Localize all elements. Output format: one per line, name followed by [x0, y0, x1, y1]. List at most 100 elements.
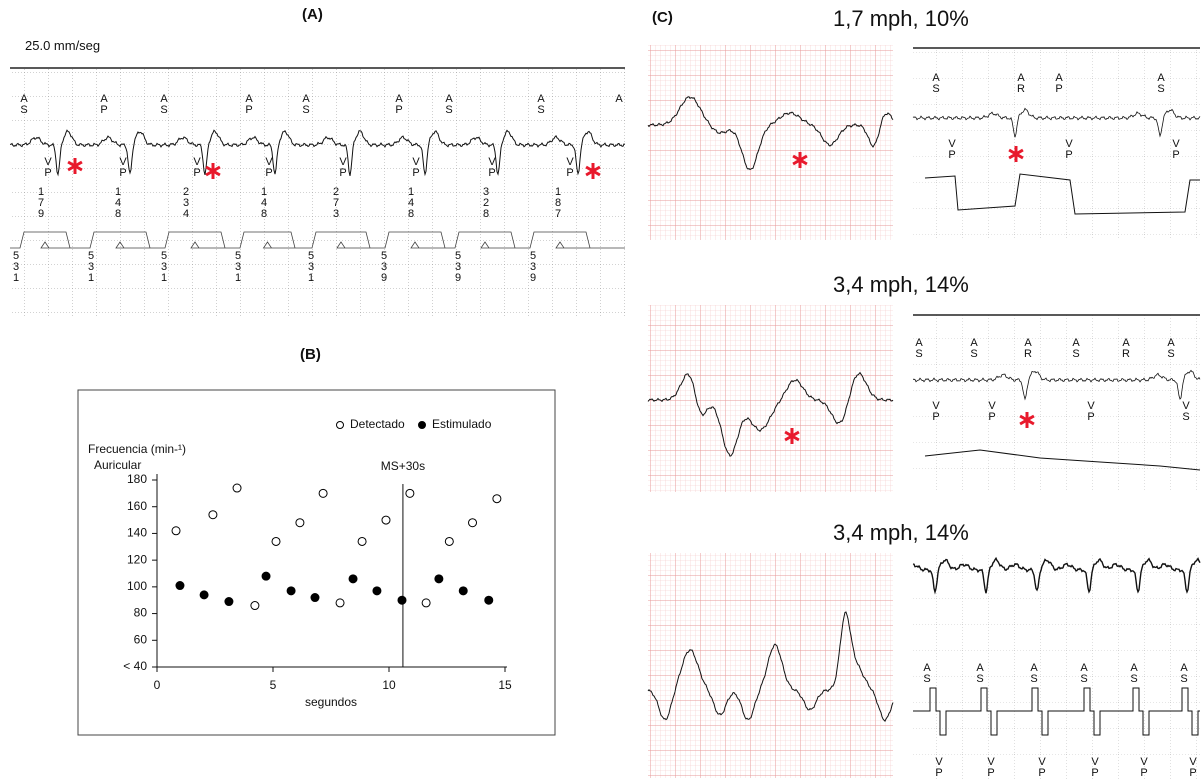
atrial-marker: AS: [1078, 662, 1089, 684]
ventricular-marker: VP: [1138, 756, 1149, 778]
paper-speed: 25.0 mm/seg: [25, 38, 100, 53]
data-point: [176, 582, 184, 590]
interval-value: 234: [180, 186, 191, 219]
atrial-marker: AS: [1155, 72, 1166, 94]
x-tick-label: 10: [382, 678, 396, 692]
atrial-marker: AS: [1028, 662, 1039, 684]
ventricular-marker: VP: [1063, 138, 1074, 160]
panel-label: (C): [652, 9, 673, 26]
y-tick-label: < 40: [123, 659, 147, 673]
panel-label: (A): [302, 6, 323, 23]
atrial-marker: AS: [1165, 337, 1176, 359]
data-point: [398, 596, 406, 604]
atrial-marker: AP: [393, 93, 404, 115]
channel-value: 539: [527, 250, 538, 283]
ecg-grid: [648, 45, 893, 240]
data-point: [445, 537, 453, 545]
data-point: [485, 596, 493, 604]
atrial-marker: AP: [243, 93, 254, 115]
data-point: [469, 519, 477, 527]
interval-value: 148: [112, 186, 123, 219]
y-tick-label: 80: [134, 606, 148, 620]
ventricular-marker: VP: [1036, 756, 1047, 778]
data-point: [493, 495, 501, 503]
interval-value: 148: [258, 186, 269, 219]
atrial-marker: AS: [443, 93, 454, 115]
atrial-marker: AP: [1053, 72, 1064, 94]
y-axis-label: Auricular: [94, 458, 141, 472]
data-point: [287, 587, 295, 595]
atrial-marker: AS: [300, 93, 311, 115]
ventricular-marker: VS: [1180, 400, 1191, 422]
y-tick-label: 100: [127, 579, 147, 593]
channel-value: 531: [158, 250, 169, 283]
legend-label: Estimulado: [432, 417, 492, 431]
ventricular-marker: VP: [191, 156, 202, 178]
data-point: [296, 519, 304, 527]
data-point: [272, 537, 280, 545]
reference-label: MS+30s: [381, 459, 425, 473]
data-point: [336, 599, 344, 607]
atrial-marker: AR: [1015, 72, 1026, 94]
row-title: 3,4 mph, 14%: [833, 272, 969, 298]
ventricular-marker: VP: [1089, 756, 1100, 778]
data-point: [459, 587, 467, 595]
x-tick-label: 5: [270, 678, 277, 692]
ventricular-marker: VP: [564, 156, 575, 178]
data-point: [406, 489, 414, 497]
atrial-marker: AS: [1070, 337, 1081, 359]
row-title: 3,4 mph, 14%: [833, 520, 969, 546]
y-tick-label: 160: [127, 499, 147, 513]
atrial-marker: AS: [930, 72, 941, 94]
ventricular-marker: VP: [1187, 756, 1198, 778]
strip-grid: [913, 315, 1200, 490]
atrial-marker: AS: [1128, 662, 1139, 684]
channel-value: 539: [452, 250, 463, 283]
y-tick-label: 140: [127, 526, 147, 540]
atrial-marker: AS: [913, 337, 924, 359]
x-tick-label: 15: [498, 678, 512, 692]
data-point: [382, 516, 390, 524]
channel-value: 531: [305, 250, 316, 283]
interval-value: 187: [552, 186, 563, 219]
data-point: [209, 511, 217, 519]
legend-marker: [419, 422, 426, 429]
atrial-marker: AS: [158, 93, 169, 115]
ventricular-marker: VP: [930, 400, 941, 422]
figure: < 406080100120140160180051015segundosFre…: [0, 0, 1203, 783]
atrial-marker: AS: [18, 93, 29, 115]
data-point: [200, 591, 208, 599]
row-title: 1,7 mph, 10%: [833, 6, 969, 32]
atrial-marker: AS: [968, 337, 979, 359]
data-point: [435, 575, 443, 583]
data-point: [233, 484, 241, 492]
ventricular-marker: VP: [117, 156, 128, 178]
ventricular-marker: VP: [946, 138, 957, 160]
ventricular-marker: VP: [42, 156, 53, 178]
data-point: [172, 527, 180, 535]
interval-value: 328: [480, 186, 491, 219]
legend-marker: [337, 422, 344, 429]
data-point: [251, 602, 259, 610]
interval-value: 148: [405, 186, 416, 219]
ventricular-marker: VP: [486, 156, 497, 178]
figure-art: < 406080100120140160180051015segundosFre…: [0, 0, 1203, 783]
data-point: [311, 594, 319, 602]
data-point: [319, 489, 327, 497]
atrial-marker: AS: [535, 93, 546, 115]
channel-value: 531: [10, 250, 21, 283]
data-point: [349, 575, 357, 583]
legend-label: Detectado: [350, 417, 405, 431]
atrial-marker: AP: [98, 93, 109, 115]
y-tick-label: 180: [127, 472, 147, 486]
panel-label: (B): [300, 346, 321, 363]
ecg-grid: [648, 305, 893, 492]
data-point: [373, 587, 381, 595]
data-point: [262, 572, 270, 580]
data-point: [422, 599, 430, 607]
ventricular-marker: VP: [410, 156, 421, 178]
ventricular-marker: VP: [337, 156, 348, 178]
atrial-marker: AR: [1022, 337, 1033, 359]
y-tick-label: 60: [134, 632, 148, 646]
